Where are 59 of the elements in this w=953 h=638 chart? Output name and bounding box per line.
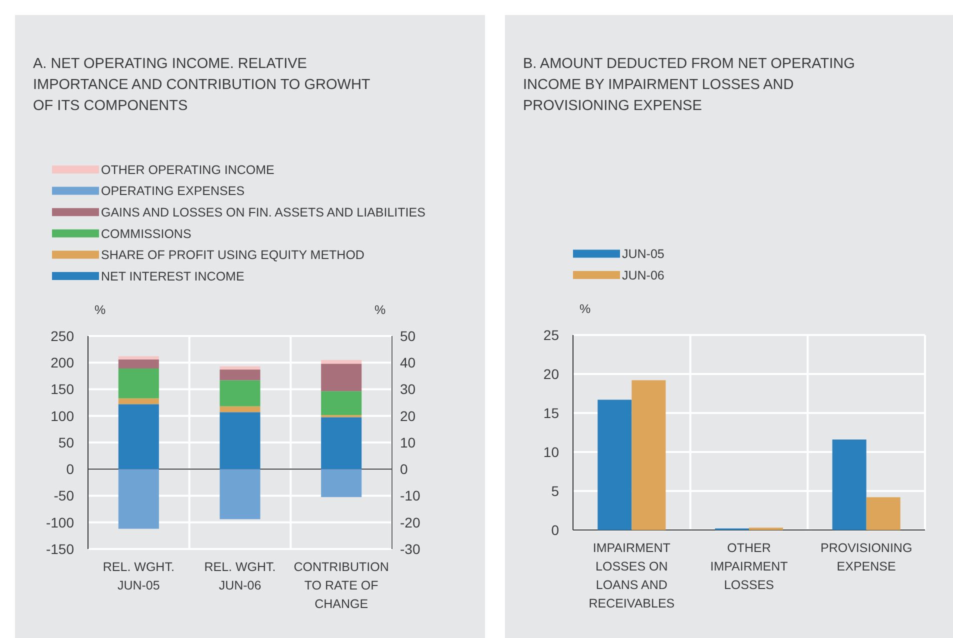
y-axis-title: % <box>579 302 591 316</box>
bar <box>220 469 260 520</box>
x-tick-label: OTHER IMPAIRMENT LOSSES <box>710 541 788 592</box>
y-tick-label: 10 <box>543 444 560 460</box>
y2-axis-title: % <box>374 303 386 317</box>
y2-tick-label: -10 <box>400 488 420 504</box>
y-tick-label: 25 <box>543 326 560 343</box>
y-tick-label: 100 <box>50 408 74 424</box>
y-tick-label: -150 <box>46 540 74 557</box>
legend-label: JUN-05 <box>622 247 664 262</box>
x-tick-label: REL. WGHT. JUN-05 <box>102 560 174 592</box>
y-tick-label: -100 <box>46 514 74 530</box>
y-tick-label: 20 <box>543 366 560 382</box>
x-tick-label: IMPAIRMENT LOSSES ON LOANS AND RECEIVABLES <box>588 541 675 610</box>
bar <box>118 398 159 404</box>
bar <box>598 400 632 530</box>
y-tick-label: -50 <box>54 488 74 504</box>
legend-label: GAINS AND LOSSES ON FIN. ASSETS AND LIABILITIES <box>101 205 426 220</box>
bar <box>832 440 866 530</box>
bar <box>118 404 159 470</box>
bar <box>220 366 260 370</box>
bar <box>118 368 159 398</box>
bar <box>866 497 900 530</box>
legend-label: OTHER OPERATING INCOME <box>101 162 274 177</box>
bar <box>220 370 260 380</box>
legend-label: SHARE OF PROFIT USING EQUITY METHOD <box>101 248 364 262</box>
y2-tick-label: 20 <box>400 408 416 424</box>
legend-label: OPERATING EXPENSES <box>101 184 245 198</box>
x-tick-label: PROVISIONING EXPENSE <box>820 541 912 574</box>
bar <box>220 412 260 470</box>
x-tick-label: REL. WGHT. JUN-06 <box>204 560 276 592</box>
bar <box>118 469 159 529</box>
y2-tick-label: 10 <box>400 434 416 450</box>
bar <box>118 356 159 360</box>
bar <box>220 406 260 412</box>
bar <box>118 359 159 368</box>
chart-title: B. AMOUNT DEDUCTED FROM NET OPERATING INCOME BY IMPAIRMENT LOSSES AND PROVISIONING EXPENSE <box>523 56 855 114</box>
y2-tick-label: 50 <box>400 328 416 344</box>
y-tick-label: 0 <box>551 522 560 538</box>
bar <box>632 380 666 530</box>
legend-label: COMMISSIONS <box>101 226 192 241</box>
y-tick-label: 50 <box>58 434 74 450</box>
legend-label: JUN-06 <box>622 268 664 282</box>
legend-label: NET INTEREST INCOME <box>101 269 244 284</box>
x-tick-label: CONTRIBUTION TO RATE OF CHANGE <box>294 560 389 611</box>
chart-title: A. NET OPERATING INCOME. RELATIVE IMPORTANCE AND CONTRIBUTION TO GROWHT OF ITS COMPONENTS <box>33 56 370 114</box>
y-tick-label: 5 <box>551 482 560 499</box>
y2-tick-label: 40 <box>400 354 416 371</box>
y-tick-label: 200 <box>50 354 74 371</box>
y2-tick-label: 0 <box>400 461 408 478</box>
y2-tick-label: -30 <box>400 540 420 557</box>
y2-tick-label: 30 <box>400 381 416 398</box>
y-tick-label: 15 <box>543 404 560 421</box>
y-tick-label: 0 <box>66 461 74 478</box>
y-tick-label: 150 <box>50 381 74 398</box>
y2-tick-label: -20 <box>400 514 420 530</box>
y-axis-title: % <box>94 303 106 317</box>
bar <box>220 380 260 406</box>
y-tick-label: 250 <box>50 328 74 344</box>
